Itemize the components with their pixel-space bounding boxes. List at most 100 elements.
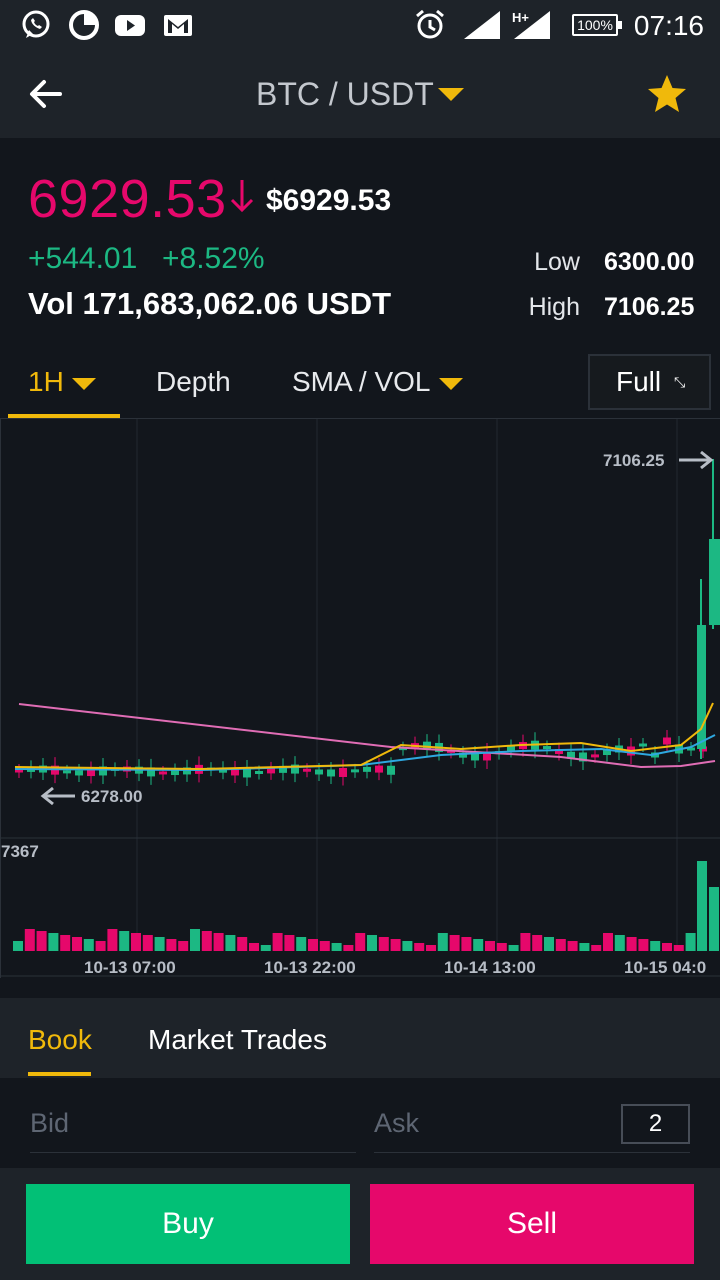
- volume-max-label: 7367: [1, 842, 39, 861]
- candle: [267, 768, 275, 774]
- fullscreen-label: Full: [616, 366, 662, 397]
- last-price: 6929.53: [28, 169, 227, 229]
- volume-bar: [437, 933, 448, 951]
- candle: [339, 767, 347, 777]
- candle: [99, 766, 107, 776]
- candle: [543, 746, 551, 750]
- caret-down-icon: [71, 377, 96, 390]
- candle: [327, 769, 335, 777]
- candle: [315, 769, 323, 775]
- dropdown-caret-icon[interactable]: [438, 88, 464, 101]
- volume-bar: [13, 941, 23, 951]
- candle: [663, 737, 671, 745]
- book-tab-indicator: [28, 1072, 91, 1076]
- volume-bar: [237, 937, 248, 951]
- volume-bar: [355, 933, 366, 951]
- price-change: +544.01: [28, 242, 138, 275]
- tab-depth[interactable]: Depth: [156, 366, 231, 397]
- volume-bar: [308, 939, 318, 951]
- hplus-signal-icon: H+: [512, 10, 550, 39]
- candle: [687, 747, 695, 751]
- chart-tabs: 1H Depth SMA / VOL Full ⤡: [0, 348, 720, 418]
- candles: [15, 459, 720, 786]
- candle: [471, 753, 479, 761]
- high-value: 7106.25: [604, 293, 695, 321]
- x-tick-label: 10-14 13:00: [444, 958, 536, 977]
- high-price-marker: 7106.25: [603, 451, 664, 470]
- candle: [87, 769, 95, 777]
- volume-bar: [378, 937, 389, 951]
- volume-bar: [473, 939, 484, 951]
- price-chart[interactable]: 7106.25 6278.00 7367 10-13 07:00 10-13 2…: [0, 418, 720, 978]
- app-header: BTC / USDT: [0, 50, 720, 138]
- moving-average-lines: [14, 702, 716, 772]
- candle: [579, 752, 587, 762]
- volume-bar: [166, 939, 177, 951]
- low-label: Low: [534, 248, 580, 276]
- ticker-panel: 6929.53 $6929.53 +544.01 +8.52% Vol 171,…: [0, 138, 720, 338]
- tab-interval[interactable]: 1H: [28, 366, 96, 398]
- tab-interval-label: 1H: [28, 366, 64, 397]
- action-bar: Buy Sell: [0, 1168, 720, 1280]
- candle: [567, 751, 575, 759]
- tab-book[interactable]: Book: [28, 1024, 92, 1055]
- candle: [351, 769, 359, 773]
- ma-line-short: [14, 702, 714, 771]
- volume-bar: [567, 941, 578, 951]
- volume-bar: [60, 935, 71, 951]
- buy-button[interactable]: Buy: [26, 1184, 350, 1264]
- low-price-marker: 6278.00: [81, 787, 142, 806]
- high-label: High: [528, 293, 580, 321]
- tab-indicator[interactable]: SMA / VOL: [292, 366, 463, 398]
- candle: [709, 539, 720, 625]
- candle: [15, 769, 23, 773]
- volume-bar: [591, 945, 602, 951]
- volume-bar: [390, 939, 401, 951]
- data-saver-icon: [69, 10, 99, 40]
- decimal-precision-select[interactable]: 2: [621, 1104, 690, 1144]
- volume-bar: [296, 937, 307, 951]
- volume-bar: [213, 933, 224, 951]
- divider: [30, 1152, 356, 1153]
- volume-bar: [48, 933, 59, 951]
- volume-bar: [319, 941, 330, 951]
- sell-button[interactable]: Sell: [370, 1184, 694, 1264]
- volume-bar: [496, 943, 507, 951]
- volume-bar: [697, 861, 707, 951]
- volume-bar: [544, 937, 554, 951]
- favorite-star-icon[interactable]: [644, 72, 690, 116]
- x-tick-label: 10-15 04:0: [624, 958, 706, 977]
- x-tick-label: 10-13 22:00: [264, 958, 356, 977]
- price-change-percent: +8.52%: [162, 242, 265, 275]
- candle: [697, 625, 706, 749]
- chart-canvas: 7106.25 6278.00 7367 10-13 07:00 10-13 2…: [1, 419, 720, 977]
- volume-24h: Vol 171,683,062.06 USDT: [28, 286, 392, 321]
- candle: [75, 770, 83, 776]
- whatsapp-icon: [22, 10, 50, 38]
- high-arrow-icon: [679, 450, 714, 470]
- volume-bar: [508, 945, 519, 951]
- volume-bar: [709, 887, 719, 951]
- volume-bar: [249, 943, 259, 951]
- volume-bar: [414, 943, 425, 951]
- candle: [603, 750, 611, 756]
- caret-down-icon: [438, 377, 463, 390]
- book-tabs: Book Market Trades: [0, 998, 720, 1078]
- volume-bar: [201, 931, 212, 951]
- tab-market-trades[interactable]: Market Trades: [148, 1024, 327, 1055]
- youtube-icon: [115, 15, 145, 36]
- volume-bar: [190, 929, 200, 951]
- ask-header: Ask: [374, 1108, 420, 1138]
- back-arrow-icon[interactable]: [24, 72, 72, 116]
- volume-bar: [685, 933, 696, 951]
- fullscreen-button[interactable]: Full ⤡: [588, 354, 711, 410]
- signal-icon: [464, 11, 500, 39]
- volume-bar: [461, 937, 472, 951]
- volume-bar: [154, 937, 165, 951]
- volume-bar: [662, 943, 672, 951]
- usd-price: $6929.53: [266, 184, 392, 217]
- volume-bar: [367, 935, 377, 951]
- clock: 07:16: [633, 10, 704, 41]
- pair-title[interactable]: BTC / USDT: [256, 76, 434, 112]
- candle: [387, 765, 395, 775]
